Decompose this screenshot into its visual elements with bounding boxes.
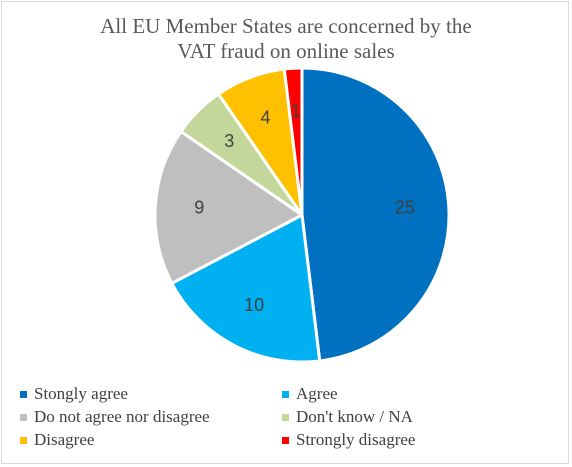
pie-slice-do-not-agree-nor-disagree [153, 129, 304, 285]
chart-title: All EU Member States are concerned by th… [2, 14, 570, 64]
legend-swatch-do-not-agree-nor-disagree [20, 413, 27, 421]
legend-swatch-don-t-know-na [282, 413, 289, 421]
chart-legend: Stongly agree Agree Do not agree nor disag… [20, 383, 560, 451]
data-label-agree: 10 [244, 295, 264, 315]
pie-slice-strongly-disagree [282, 66, 304, 217]
legend-item-strongly-disagree: Strongly disagree [282, 429, 544, 451]
data-label-strongly-disagree: 1 [291, 101, 301, 121]
legend-swatch-stongly-agree [20, 390, 27, 398]
legend-swatch-disagree [20, 436, 27, 444]
legend-item-disagree: Disagree [20, 429, 282, 451]
legend-item-do-not-agree-nor-disagree: Do not agree nor disagree [20, 406, 282, 428]
legend-swatch-strongly-disagree [282, 436, 289, 444]
legend-label-disagree: Disagree [34, 430, 95, 449]
chart-title-line-1: All EU Member States are concerned by th… [100, 14, 472, 38]
legend-swatch-agree [282, 390, 289, 398]
pie-slice-stongly-agree [300, 66, 451, 363]
legend-label-stongly-agree: Stongly agree [34, 384, 128, 403]
legend-item-stongly-agree: Stongly agree [20, 383, 282, 405]
legend-item-don-t-know-na: Don't know / NA [282, 406, 544, 428]
legend-label-don-t-know-na: Don't know / NA [296, 407, 413, 426]
legend-label-agree: Agree [296, 384, 338, 403]
legend-label-strongly-disagree: Strongly disagree [296, 430, 416, 449]
legend-label-do-not-agree-nor-disagree: Do not agree nor disagree [34, 407, 210, 426]
data-label-disagree: 4 [260, 108, 270, 128]
chart-title-line-2: VAT fraud on online sales [177, 39, 395, 63]
data-label-don-t-know-na: 3 [224, 131, 234, 151]
legend-item-agree: Agree [282, 383, 544, 405]
pie-slice-agree [170, 213, 322, 364]
data-label-stongly-agree: 25 [395, 198, 415, 218]
data-label-do-not-agree-nor-disagree: 9 [194, 198, 204, 218]
